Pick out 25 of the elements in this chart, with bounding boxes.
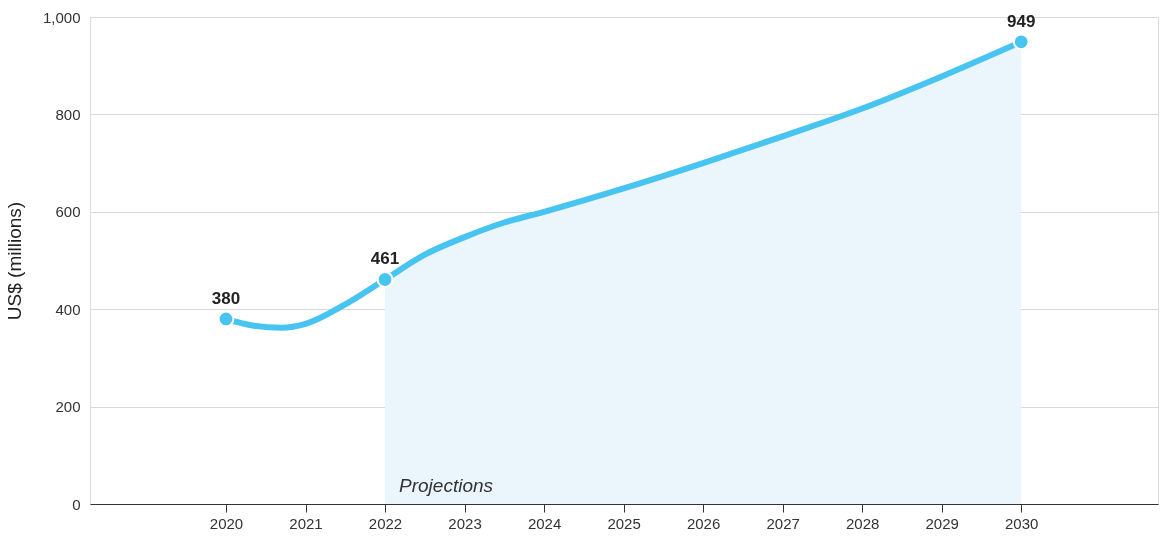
x-tick-label: 2026 <box>686 514 721 532</box>
x-tick-label: 2024 <box>527 514 562 532</box>
x-tick-label: 2020 <box>209 514 244 532</box>
x-tick-label: 2022 <box>368 514 403 532</box>
data-label: 949 <box>1007 11 1036 31</box>
y-tick-label: 200 <box>55 398 81 416</box>
point <box>1012 33 1030 51</box>
y-tick-label: 0 <box>72 495 81 513</box>
data-label: 380 <box>211 288 241 308</box>
x-tick-label: 2025 <box>607 514 641 532</box>
y-tick-label: 800 <box>55 105 81 123</box>
point <box>217 310 235 328</box>
point <box>376 271 394 288</box>
x-tick-label: 2030 <box>1005 514 1039 532</box>
data-label: 461 <box>370 249 400 269</box>
y-tick-label: 600 <box>55 203 81 221</box>
x-tick-label: 2027 <box>766 514 800 532</box>
x-tick-label: 2021 <box>289 514 323 532</box>
y-tick-label: 400 <box>55 300 81 318</box>
annotation: Projections <box>399 475 494 496</box>
y-axis-title: US$ (millions) <box>3 201 25 321</box>
x-tick-label: 2023 <box>448 514 482 532</box>
x-tick-label: 2029 <box>925 514 959 532</box>
y-tick-label: 1,000 <box>42 8 81 26</box>
x-tick-label: 2028 <box>845 514 880 532</box>
